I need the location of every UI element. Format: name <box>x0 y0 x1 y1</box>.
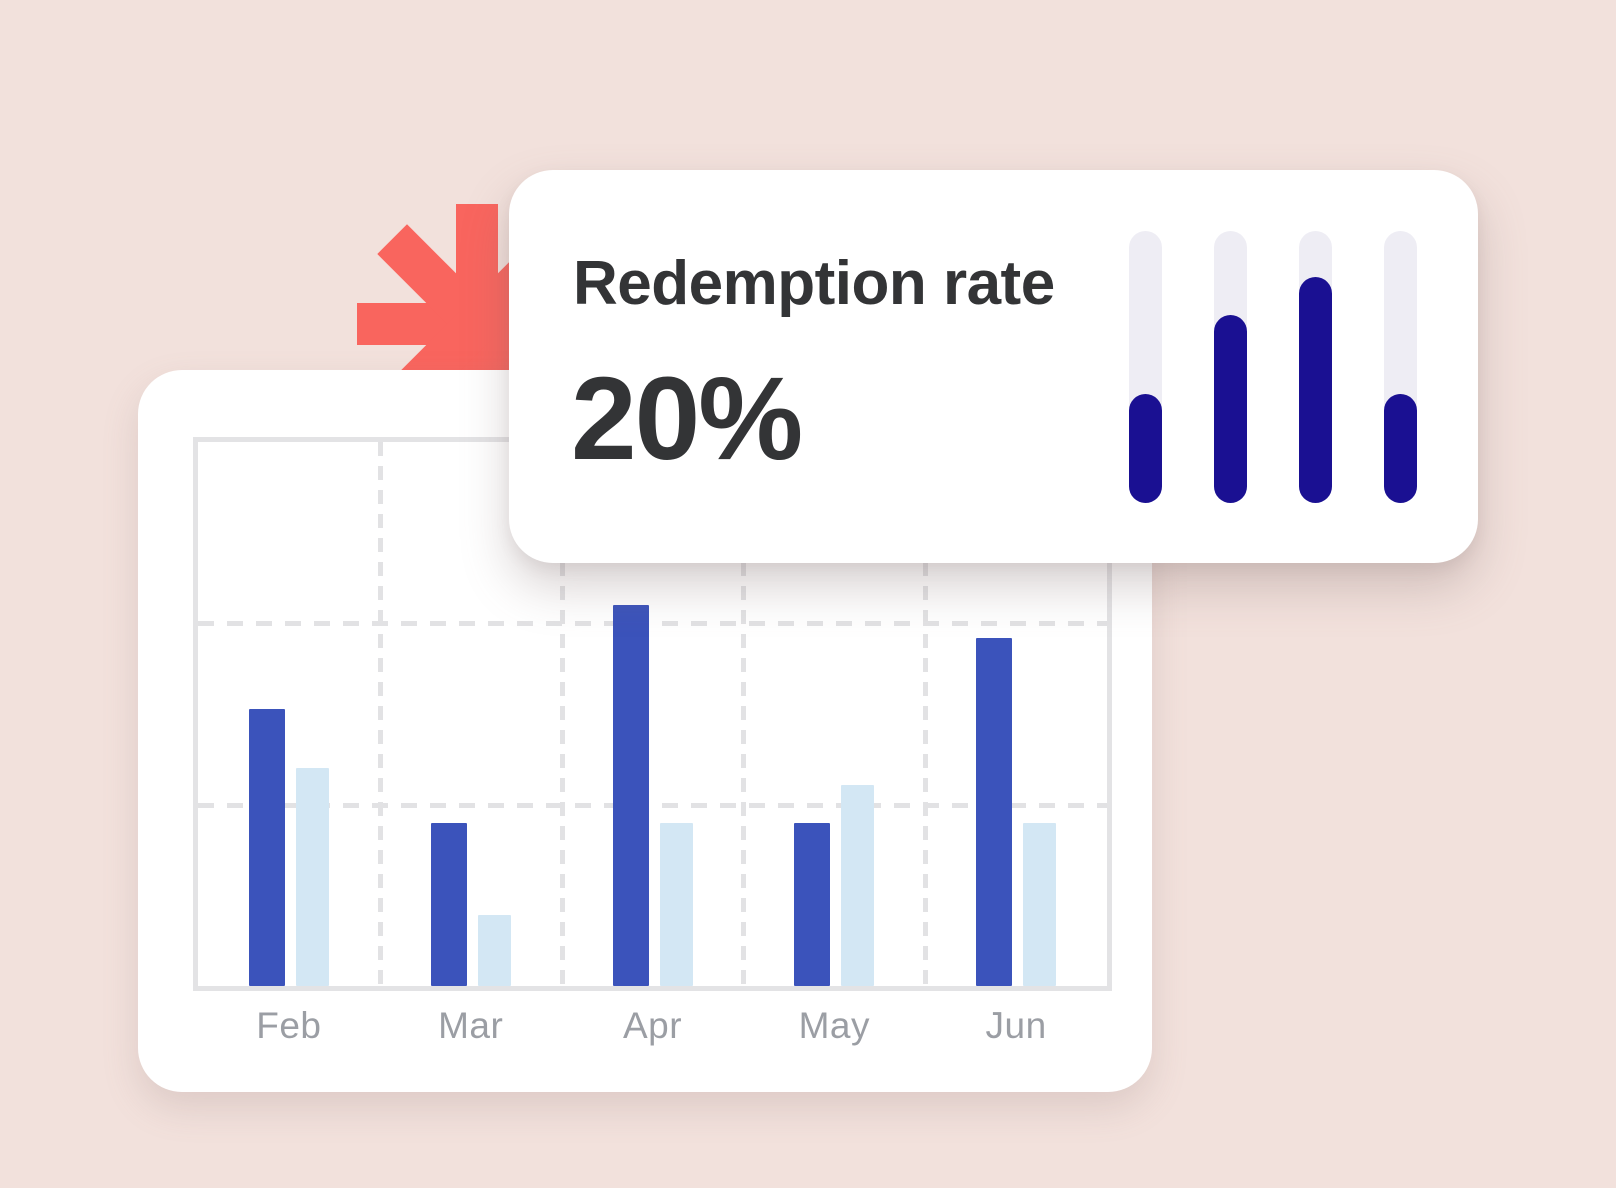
stat-title: Redemption rate <box>573 249 1055 318</box>
bar-groups <box>198 442 1107 986</box>
stat-value: 20% <box>571 353 803 485</box>
gridline-horizontal <box>198 802 1107 808</box>
bar-group-may <box>794 442 875 986</box>
gridline-vertical <box>741 442 747 986</box>
bar-group-apr <box>612 442 693 986</box>
bar-light-blue-may <box>841 784 875 986</box>
pill-gauge-2 <box>1214 231 1247 503</box>
bar-dark-blue-mar <box>430 822 467 986</box>
x-axis-label-may: May <box>798 1005 870 1046</box>
gridline-vertical <box>923 442 929 986</box>
bar-dark-blue-feb <box>248 708 285 986</box>
pill-gauge-1 <box>1129 231 1162 503</box>
bar-dark-blue-jun <box>976 637 1013 986</box>
x-axis-label-jun: Jun <box>985 1005 1047 1046</box>
bar-dark-blue-apr <box>612 605 649 986</box>
pill-gauge-fill-2 <box>1214 315 1247 503</box>
x-axis-label-apr: Apr <box>622 1005 683 1046</box>
gridline-vertical <box>559 442 565 986</box>
pill-gauge-fill-3 <box>1299 277 1332 503</box>
pill-gauge-fill-4 <box>1384 394 1417 503</box>
bar-dark-blue-may <box>794 822 831 986</box>
bar-light-blue-jun <box>1023 822 1057 986</box>
gridline-vertical <box>377 442 383 986</box>
pill-gauge-fill-1 <box>1129 394 1162 503</box>
bar-group-feb <box>248 442 329 986</box>
x-axis-label-mar: Mar <box>438 1005 504 1046</box>
pill-gauges <box>1129 231 1417 503</box>
bar-light-blue-feb <box>295 768 329 986</box>
pill-gauge-3 <box>1299 231 1332 503</box>
pill-gauge-4 <box>1384 231 1417 503</box>
redemption-rate-card: Redemption rate 20% <box>509 170 1478 563</box>
bar-group-jun <box>976 442 1057 986</box>
x-axis-labels: Feb Mar Apr May Jun <box>198 1005 1107 1049</box>
bar-light-blue-mar <box>477 915 511 986</box>
x-axis-label-feb: Feb <box>256 1005 322 1046</box>
bar-group-mar <box>430 442 511 986</box>
gridline-horizontal <box>198 621 1107 627</box>
bar-light-blue-apr <box>659 822 693 986</box>
